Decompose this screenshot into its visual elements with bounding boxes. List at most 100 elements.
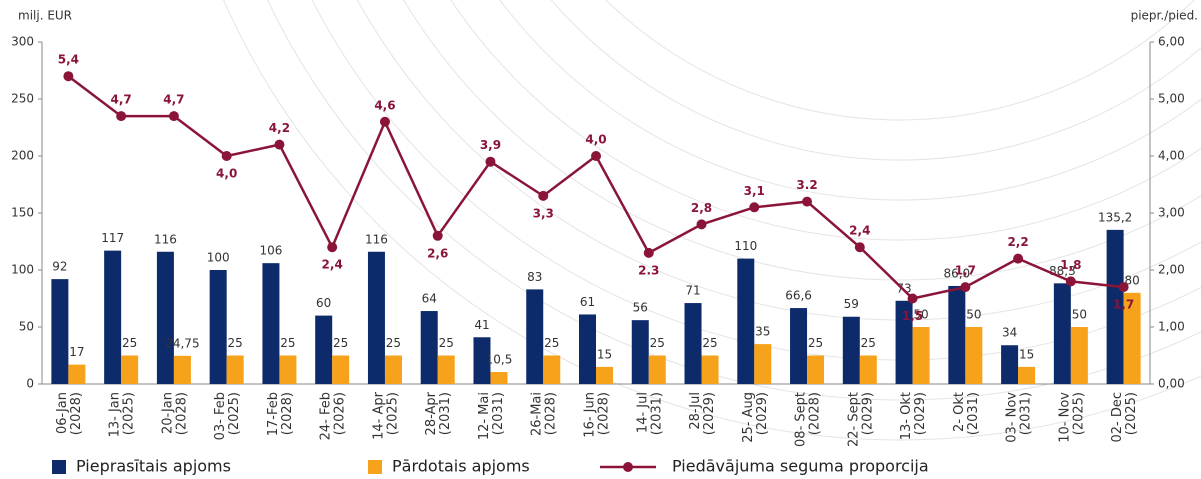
line-point bbox=[591, 151, 601, 161]
y2-tick-label: 3,00 bbox=[1158, 206, 1185, 220]
bar bbox=[702, 356, 719, 385]
legend-swatch bbox=[52, 460, 66, 474]
bar bbox=[51, 279, 68, 384]
x-tick-label: 24- Feb bbox=[319, 392, 334, 440]
line-point bbox=[63, 71, 73, 81]
bar bbox=[579, 314, 596, 384]
bar bbox=[210, 270, 227, 384]
x-tick-label: 14- Apr bbox=[371, 391, 386, 440]
x-tick-label: 10- Nov bbox=[1057, 392, 1072, 443]
bar-value-label: 35 bbox=[755, 325, 770, 339]
line-point bbox=[697, 219, 707, 229]
bar-value-label: 56 bbox=[633, 301, 648, 315]
line-value-label: 4,0 bbox=[585, 133, 606, 147]
line-value-label: 1,8 bbox=[1060, 258, 1081, 272]
bar-value-label: 50 bbox=[966, 308, 981, 322]
y2-tick-label: 2,00 bbox=[1158, 263, 1185, 277]
bar bbox=[68, 365, 85, 384]
line-point bbox=[327, 242, 337, 252]
x-tick-label: (2025) bbox=[227, 392, 242, 435]
bar bbox=[1071, 327, 1088, 384]
x-tick-label: (2028) bbox=[544, 392, 559, 435]
bar-value-label: 41 bbox=[474, 318, 489, 332]
line-value-label: 1,7 bbox=[955, 264, 976, 278]
x-tick-label: (2029) bbox=[755, 392, 770, 435]
y2-tick-label: 5,00 bbox=[1158, 92, 1185, 106]
bar bbox=[807, 356, 824, 385]
bar-value-label: 116 bbox=[365, 232, 388, 246]
y2-tick-label: 0,00 bbox=[1158, 377, 1185, 391]
bar-value-label: 71 bbox=[685, 284, 700, 298]
line-point bbox=[644, 248, 654, 258]
x-tick-label: 08- Sept bbox=[794, 392, 809, 447]
x-tick-label: (2025) bbox=[385, 392, 400, 435]
line-value-label: 4,7 bbox=[111, 93, 132, 107]
bar-value-label: 117 bbox=[101, 231, 124, 245]
bar bbox=[965, 327, 982, 384]
bar-value-label: 10,5 bbox=[486, 353, 513, 367]
bar bbox=[421, 311, 438, 384]
line-point bbox=[222, 151, 232, 161]
x-tick-label: 06-Jan bbox=[55, 392, 70, 434]
bar-value-label: 25 bbox=[650, 336, 665, 350]
bar bbox=[790, 308, 807, 384]
page: milj. EUR piepr./pied. 05010015020025030… bbox=[0, 0, 1201, 479]
bar-value-label: 92 bbox=[52, 260, 67, 274]
bar bbox=[526, 289, 543, 384]
bar-value-label: 25 bbox=[228, 336, 243, 350]
y2-tick-label: 6,00 bbox=[1158, 35, 1185, 49]
line-value-label: 2.3 bbox=[638, 263, 659, 277]
bar bbox=[596, 367, 613, 384]
bar bbox=[121, 356, 138, 385]
bar-value-label: 25 bbox=[122, 336, 137, 350]
x-tick-label: 22- Sept bbox=[846, 392, 861, 447]
bar-value-label: 66,6 bbox=[785, 289, 812, 303]
legend-swatch bbox=[368, 460, 382, 474]
bar bbox=[543, 356, 560, 385]
x-tick-label: (2031) bbox=[649, 392, 664, 435]
line-point bbox=[433, 231, 443, 241]
line-value-label: 3,9 bbox=[480, 138, 501, 152]
bar bbox=[490, 372, 507, 384]
line-value-label: 2,8 bbox=[691, 201, 712, 215]
x-tick-label: 13- Jan bbox=[108, 392, 123, 437]
legend-label: Piedāvājuma seguma proporcija bbox=[672, 457, 929, 476]
x-tick-label: 03- Nov bbox=[1005, 392, 1020, 443]
bar-value-label: 116 bbox=[154, 232, 177, 246]
line-value-label: 1,7 bbox=[1113, 298, 1134, 312]
line-point bbox=[485, 157, 495, 167]
y2-axis-label: piepr./pied. bbox=[1131, 9, 1198, 23]
bar-value-label: 25 bbox=[808, 336, 823, 350]
y-tick-label: 300 bbox=[11, 35, 34, 49]
bar-value-label: 24,75 bbox=[165, 336, 199, 350]
line-point bbox=[1119, 282, 1129, 292]
line-point bbox=[1066, 276, 1076, 286]
x-tick-label: (2026) bbox=[333, 392, 348, 435]
bar-value-label: 135,2 bbox=[1098, 210, 1132, 224]
line-point bbox=[855, 242, 865, 252]
y-tick-label: 200 bbox=[11, 149, 34, 163]
x-tick-label: 28-Apr bbox=[424, 391, 439, 435]
x-tick-label: (2028) bbox=[69, 392, 84, 435]
bar bbox=[948, 286, 965, 384]
line-value-label: 2,4 bbox=[849, 224, 870, 238]
bar-value-label: 83 bbox=[527, 270, 542, 284]
x-tick-label: (2029) bbox=[702, 392, 717, 435]
bar bbox=[737, 259, 754, 384]
bar-value-label: 64 bbox=[422, 292, 437, 306]
line-value-label: 4,7 bbox=[163, 93, 184, 107]
bar-value-label: 106 bbox=[259, 244, 282, 258]
y2-tick-label: 1,00 bbox=[1158, 320, 1185, 334]
bar bbox=[860, 356, 877, 385]
x-tick-label: (2028) bbox=[280, 392, 295, 435]
bar-value-label: 25 bbox=[439, 336, 454, 350]
line-point bbox=[960, 282, 970, 292]
bar bbox=[649, 356, 666, 385]
bar-value-label: 25 bbox=[702, 336, 717, 350]
legend-swatch bbox=[623, 462, 633, 472]
line-value-label: 5,4 bbox=[58, 53, 79, 67]
line-value-label: 4,2 bbox=[269, 121, 290, 135]
x-tick-label: 12- Mai bbox=[477, 392, 492, 440]
y-tick-label: 150 bbox=[11, 206, 34, 220]
bar bbox=[227, 356, 244, 385]
